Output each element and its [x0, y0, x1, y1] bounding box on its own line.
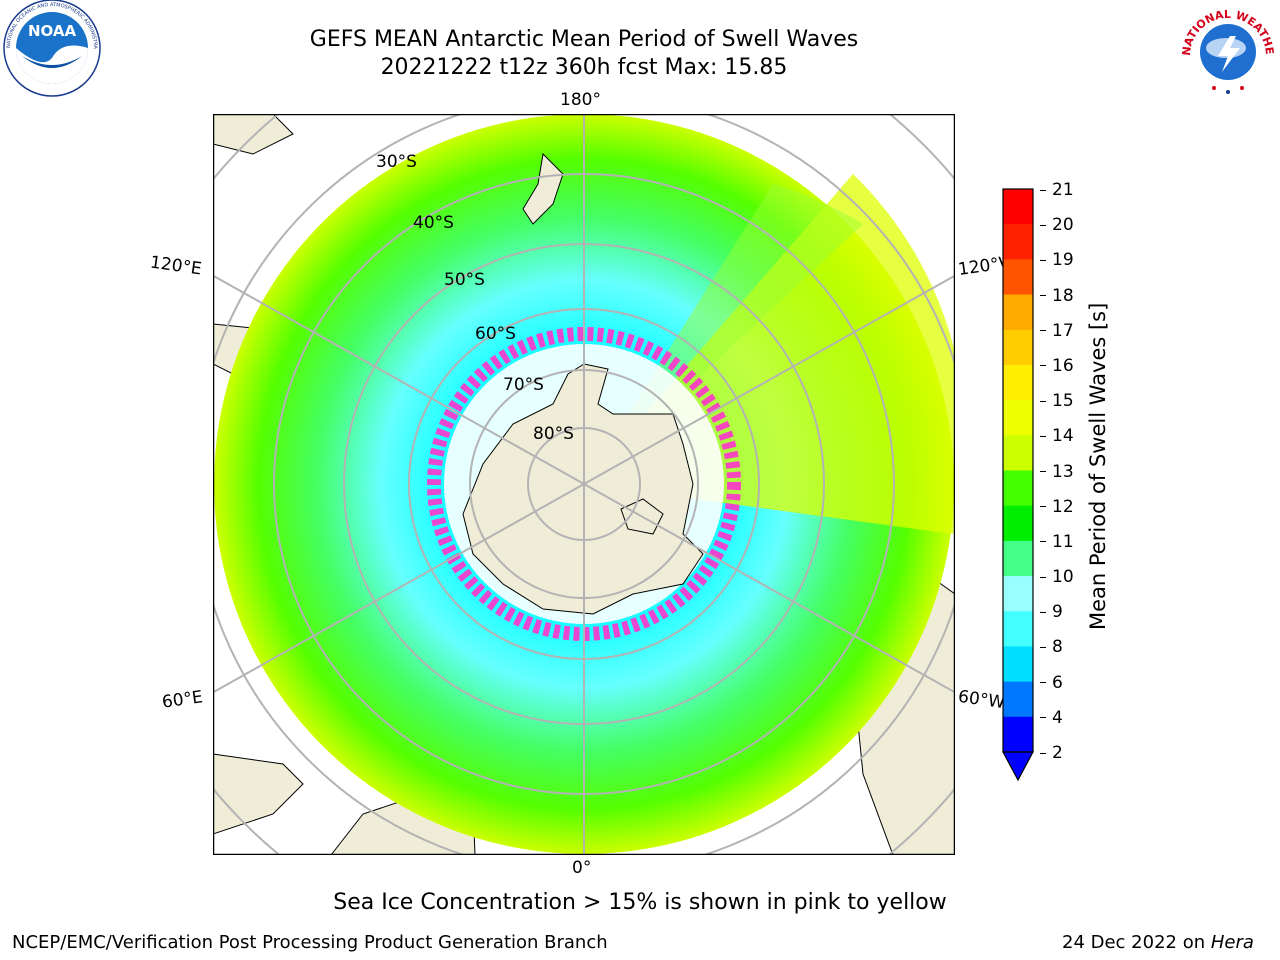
colorbar-block [1003, 646, 1033, 683]
colorbar-tick-label: 13 [1040, 462, 1080, 482]
colorbar-block [1003, 611, 1033, 647]
colorbar-block [1003, 364, 1033, 401]
colorbar-tick-label: 17 [1040, 321, 1080, 341]
sea-ice-note: Sea Ice Concentration > 15% is shown in … [333, 890, 947, 915]
colorbar-block [1003, 576, 1033, 612]
colorbar-tick-label: 10 [1040, 567, 1080, 587]
colorbar-tick-label: 16 [1040, 356, 1080, 376]
nws-logo-icon: NATIONAL WEATHER SERVICE [1174, 0, 1278, 100]
colorbar-tick-label: 12 [1040, 497, 1080, 517]
map-subtitle: 20221222 t12z 360h fcst Max: 15.85 [380, 55, 788, 80]
colorbar-tick-label: 14 [1040, 426, 1080, 446]
colorbar-block [1003, 400, 1033, 436]
map-frame [212, 113, 956, 856]
colorbar-extend-arrow [1001, 751, 1035, 782]
colorbar-block [1003, 294, 1033, 331]
colorbar-block [1003, 259, 1033, 296]
colorbar-block [1003, 505, 1033, 542]
footer-left: NCEP/EMC/Verification Post Processing Pr… [12, 932, 608, 953]
colorbar-label: Mean Period of Swell Waves [s] [1086, 302, 1110, 630]
lat-label-40s: 40°S [413, 213, 454, 233]
colorbar-tick-label: 9 [1040, 602, 1080, 622]
colorbar-tick-label: 2 [1040, 743, 1080, 763]
colorbar-block [1003, 435, 1033, 471]
colorbar-block [1003, 329, 1033, 366]
lon-label-120e: 120°E [148, 252, 203, 280]
colorbar-tick-label: 15 [1040, 391, 1080, 411]
lat-label-30s: 30°S [376, 152, 417, 172]
lat-label-70s: 70°S [503, 375, 544, 395]
lon-label-0: 0° [572, 858, 592, 878]
colorbar [1000, 186, 1060, 786]
map-title: GEFS MEAN Antarctic Mean Period of Swell… [309, 27, 859, 52]
colorbar-block [1003, 681, 1033, 718]
lat-label-60s: 60°S [475, 324, 516, 344]
colorbar-tick-label: 21 [1040, 180, 1080, 200]
colorbar-block [1003, 470, 1033, 507]
colorbar-tick-label: 8 [1040, 637, 1080, 657]
colorbar-tick-label: 18 [1040, 286, 1080, 306]
colorbar-block [1003, 189, 1033, 225]
colorbar-tick-label: 4 [1040, 708, 1080, 728]
noaa-logo-text: NOAA [28, 22, 77, 40]
footer-right: 24 Dec 2022 on Hera [1062, 932, 1254, 953]
colorbar-block [1003, 716, 1033, 753]
lon-label-60w: 60°W [956, 686, 1007, 714]
colorbar-block [1003, 540, 1033, 577]
colorbar-tick-label: 20 [1040, 215, 1080, 235]
noaa-logo-icon: NOAA NATIONAL OCEANIC AND ATMOSPHERIC AD… [0, 0, 102, 100]
lat-label-50s: 50°S [444, 270, 485, 290]
colorbar-ticks: 21 20 19 18 17 16 15 14 13 12 11 10 9 8 6 4 2 [1040, 180, 1080, 780]
colorbar-tick-label: 11 [1040, 532, 1080, 552]
colorbar-block [1003, 224, 1033, 260]
land-top-left [213, 114, 294, 155]
colorbar-tick-label: 6 [1040, 673, 1080, 693]
colorbar-tick-label: 19 [1040, 250, 1080, 270]
lon-label-180: 180° [560, 90, 601, 110]
lon-label-60e: 60°E [160, 687, 205, 713]
map-panel [212, 113, 956, 856]
polar-map [212, 113, 956, 856]
longitude-graticule [213, 114, 955, 855]
lat-label-80s: 80°S [533, 424, 574, 444]
